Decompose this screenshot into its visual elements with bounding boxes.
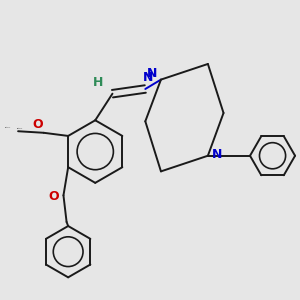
Text: N: N bbox=[212, 148, 222, 161]
Text: O: O bbox=[33, 118, 44, 130]
Text: O: O bbox=[48, 190, 59, 203]
Text: methoxy: methoxy bbox=[5, 127, 11, 128]
Text: methoxy: methoxy bbox=[16, 128, 23, 129]
Text: N: N bbox=[147, 67, 158, 80]
Text: H: H bbox=[93, 76, 103, 89]
Text: N: N bbox=[142, 70, 153, 84]
